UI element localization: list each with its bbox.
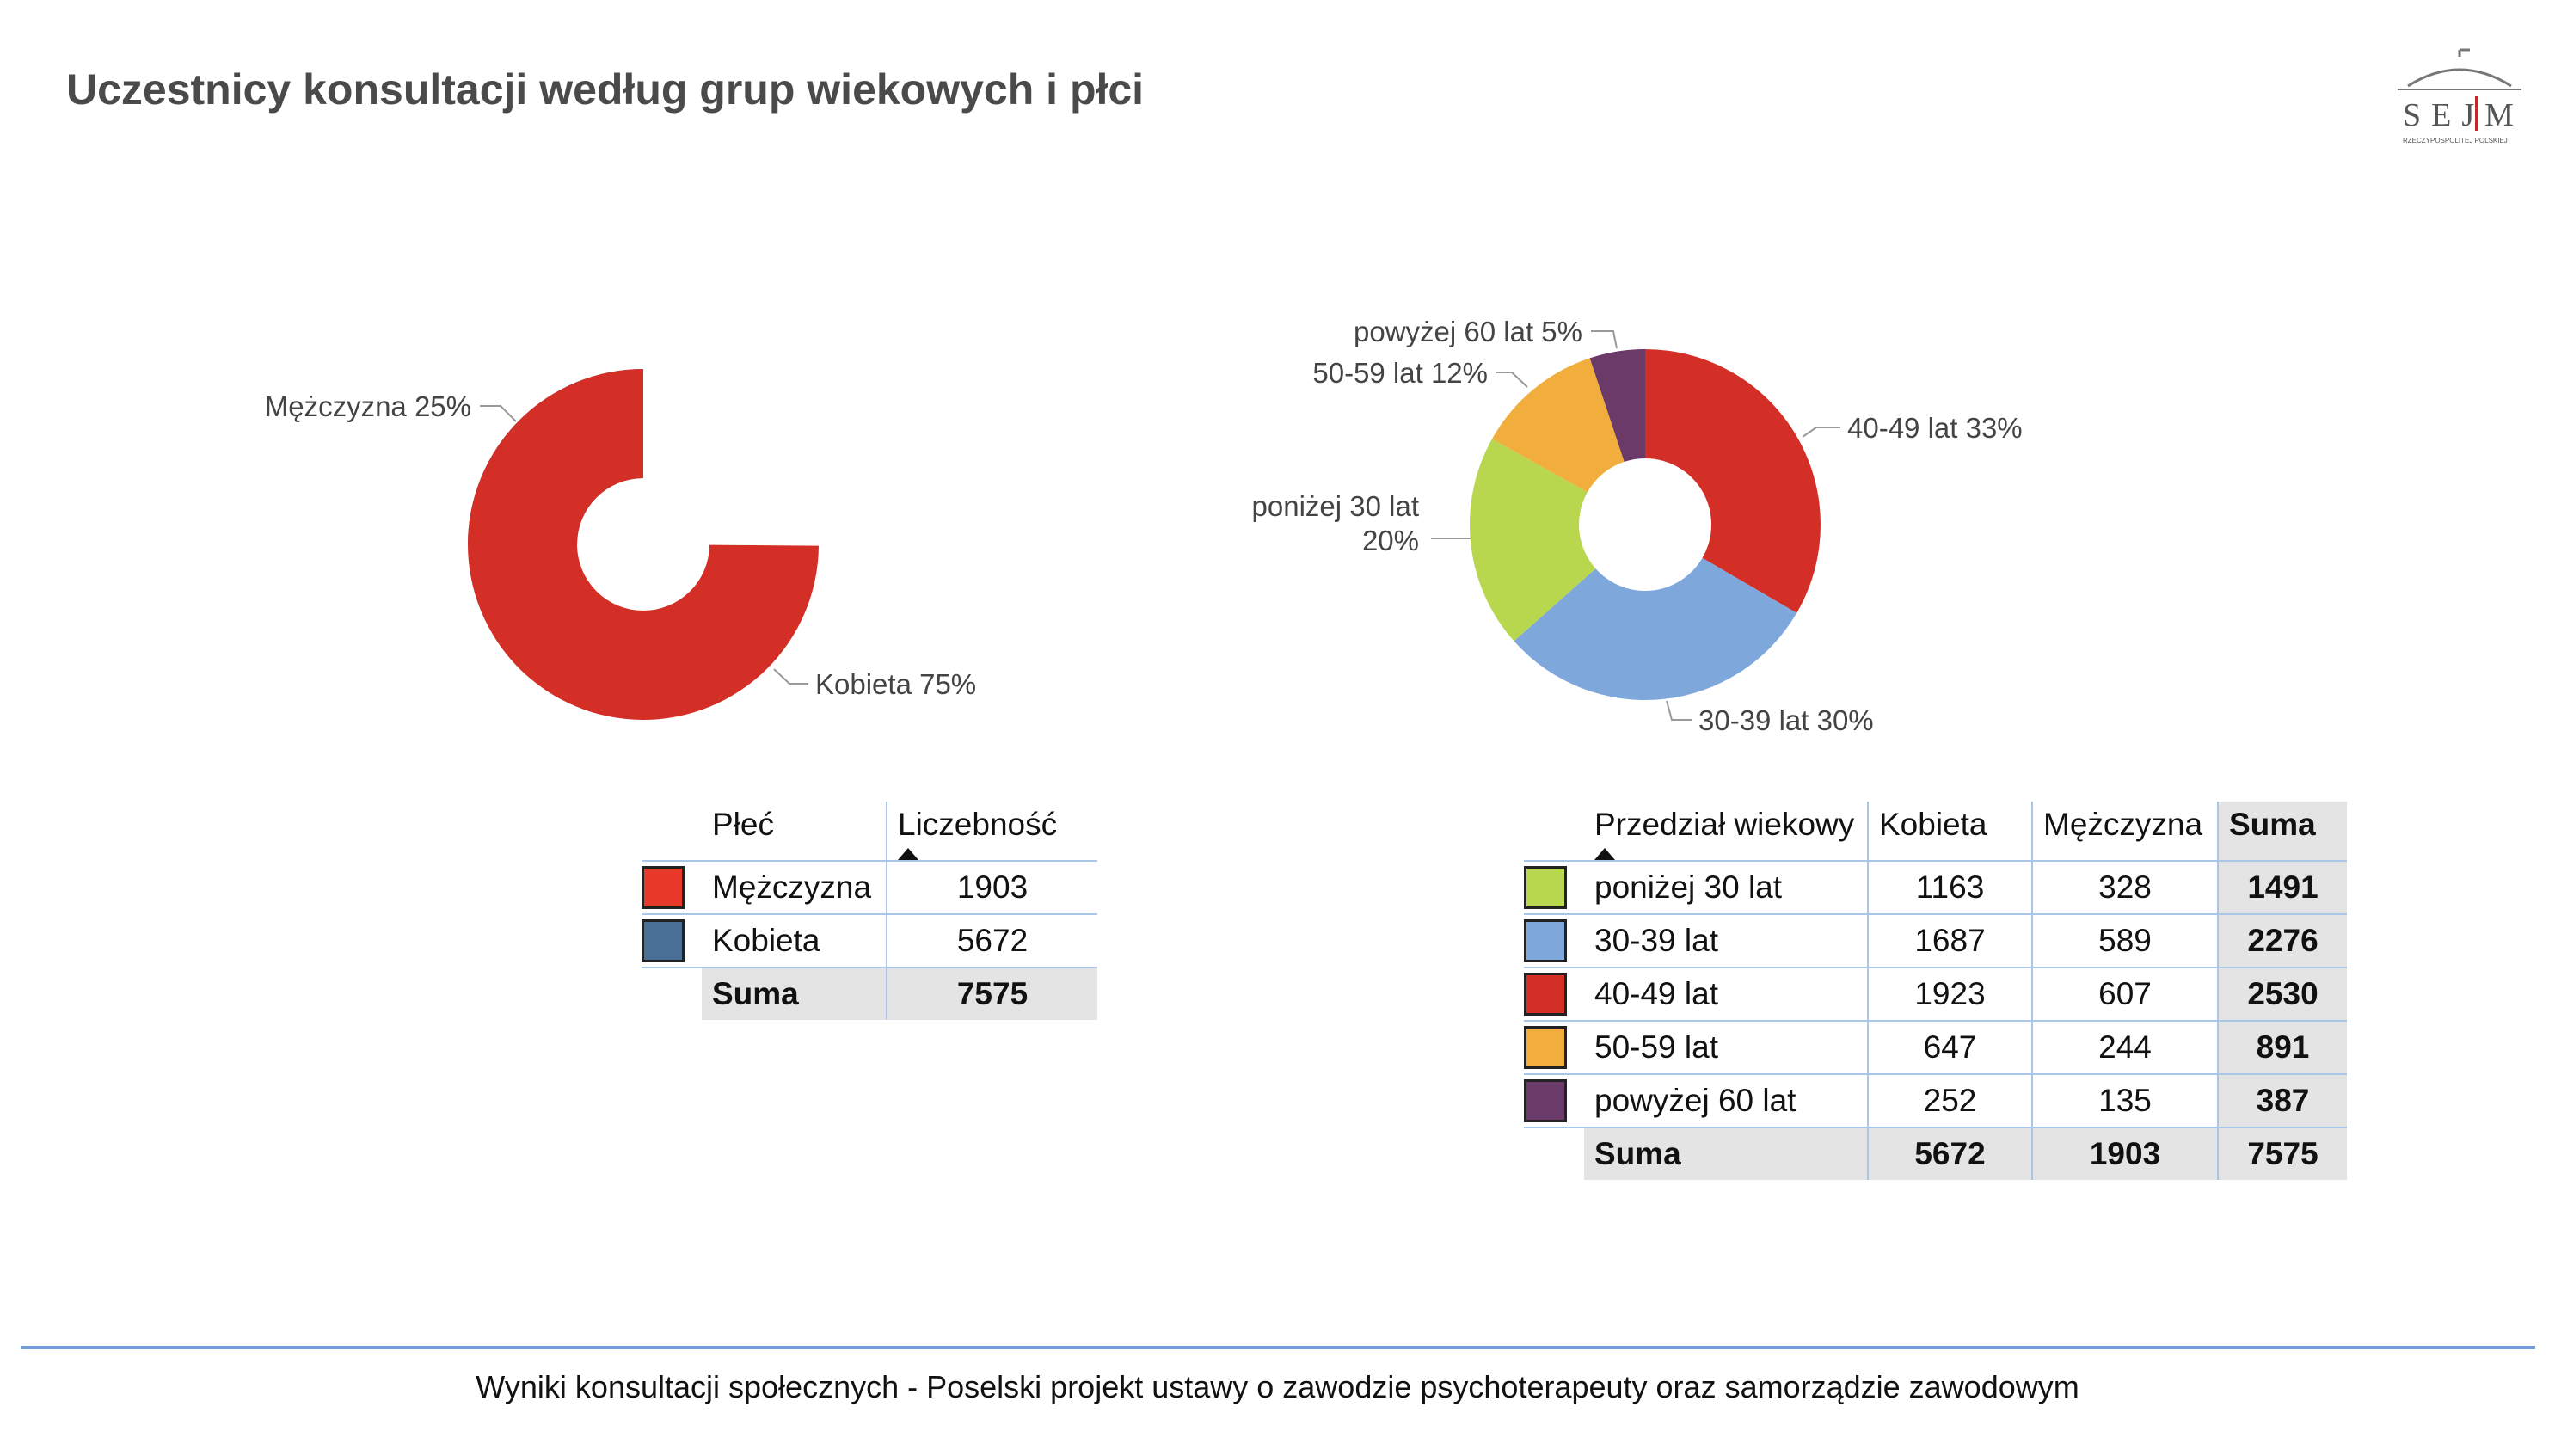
slice-label: 30-39 lat 30%	[1698, 704, 1874, 736]
table-row[interactable]: 50-59 lat 647 244 891	[1524, 1020, 2347, 1074]
gender-header-plec[interactable]: Płeć	[712, 807, 774, 842]
logo-dome	[2407, 68, 2512, 88]
slice-label: poniżej 30 lat	[1252, 490, 1419, 522]
legend-swatch	[642, 866, 685, 909]
table-cell-kobieta: 1923	[1867, 967, 2032, 1021]
table-cell-count: 1903	[886, 860, 1097, 914]
label-leader-line	[1496, 372, 1528, 388]
legend-swatch	[1524, 1079, 1567, 1122]
donut-slice-kobieta[interactable]	[468, 369, 819, 721]
table-cell-label: 50-59 lat	[1584, 1020, 1868, 1074]
label-leader-line	[773, 668, 808, 685]
legend-swatch	[1524, 919, 1567, 962]
label-leader-line	[1802, 427, 1840, 438]
slice-label: 40-49 lat 33%	[1847, 412, 2023, 444]
swatch-cell	[1524, 860, 1584, 914]
donut-slice-30-39-lat[interactable]	[1514, 557, 1797, 701]
legend-swatch	[1524, 1026, 1567, 1069]
legend-swatch	[642, 919, 685, 962]
table-cell-label: 40-49 lat	[1584, 967, 1868, 1021]
age-table: Przedział wiekowy Kobieta Mężczyzna Suma…	[1524, 802, 2347, 1180]
label-leader-line	[1591, 330, 1618, 349]
age-header-kobieta[interactable]: Kobieta	[1867, 802, 2032, 861]
swatch-cell	[1524, 913, 1584, 968]
label-leader-line	[480, 405, 517, 422]
gender-total-row: Suma 7575	[642, 967, 1097, 1020]
sort-ascending-icon	[898, 848, 918, 860]
slice-label: 20%	[1362, 525, 1419, 556]
table-cell-mezczyzna: 607	[2031, 967, 2218, 1021]
swatch-cell	[642, 860, 702, 914]
table-cell-suma: 2530	[2217, 967, 2347, 1021]
table-row[interactable]: 40-49 lat 1923 607 2530	[1524, 967, 2347, 1021]
age-total-row: Suma 5672 1903 7575	[1524, 1127, 2347, 1180]
donut-slice-poniżej-30-lat[interactable]	[1470, 439, 1596, 642]
slice-label: powyżej 60 lat 5%	[1354, 316, 1582, 347]
table-cell-mezczyzna: 244	[2031, 1020, 2218, 1074]
logo-subtext: RZECZYPOSPOLITEJ POLSKIEJ	[2403, 137, 2508, 144]
age-header-range[interactable]: Przedział wiekowy	[1584, 802, 1868, 861]
legend-swatch	[1524, 973, 1567, 1016]
table-row[interactable]: Mężczyzna 1903	[642, 860, 1097, 914]
table-cell-mezczyzna: 589	[2031, 913, 2218, 968]
table-row[interactable]: poniżej 30 lat 1163 328 1491	[1524, 860, 2347, 914]
donut-slice-50-59-lat[interactable]	[1492, 358, 1625, 493]
gender-header-count[interactable]: Liczebność	[886, 802, 1097, 861]
table-cell-count: 5672	[886, 913, 1097, 968]
legend-swatch	[1524, 866, 1567, 909]
table-cell-suma: 2276	[2217, 913, 2347, 968]
age-header-mezczyzna[interactable]: Mężczyzna	[2031, 802, 2218, 861]
page-title: Uczestnicy konsultacji według grup wieko…	[66, 65, 1145, 114]
table-cell-mezczyzna: 135	[2031, 1073, 2218, 1127]
table-cell-label: poniżej 30 lat	[1584, 860, 1868, 914]
swatch-cell	[1524, 1020, 1584, 1074]
footer-divider	[21, 1346, 2535, 1349]
table-cell-kobieta: 252	[1867, 1073, 2032, 1127]
slice-label: 50-59 lat 12%	[1312, 357, 1488, 389]
table-row[interactable]: powyżej 60 lat 252 135 387	[1524, 1073, 2347, 1127]
donut-slice-powyżej-60-lat[interactable]	[1589, 349, 1645, 462]
sejm-logo: SEJM RZECZYPOSPOLITEJ POLSKIEJ	[2398, 48, 2524, 144]
table-cell-label: 30-39 lat	[1584, 913, 1868, 968]
table-cell-suma: 387	[2217, 1073, 2347, 1127]
label-leader-line	[1666, 700, 1692, 721]
swatch-cell	[1524, 967, 1584, 1021]
logo-text: SEJM	[2403, 97, 2524, 133]
table-cell-kobieta: 1687	[1867, 913, 2032, 968]
slice-label: Mężczyzna 25%	[265, 390, 471, 422]
gender-table: Płeć Liczebność Mężczyzna 1903 Kobieta 5672…	[642, 802, 1097, 1020]
swatch-cell	[1524, 1073, 1584, 1127]
table-row[interactable]: Kobieta 5672	[642, 913, 1097, 968]
table-cell-suma: 1491	[2217, 860, 2347, 914]
donut-slice-40-49-lat[interactable]	[1645, 348, 1821, 613]
table-cell-label: powyżej 60 lat	[1584, 1073, 1868, 1127]
age-header-suma[interactable]: Suma	[2217, 802, 2347, 861]
table-row[interactable]: 30-39 lat 1687 589 2276	[1524, 913, 2347, 968]
table-cell-label: Mężczyzna	[702, 860, 887, 914]
slice-label: Kobieta 75%	[815, 668, 976, 700]
table-cell-kobieta: 647	[1867, 1020, 2032, 1074]
table-cell-mezczyzna: 328	[2031, 860, 2218, 914]
table-cell-suma: 891	[2217, 1020, 2347, 1074]
table-cell-label: Kobieta	[702, 913, 887, 968]
sort-ascending-icon	[1594, 848, 1615, 860]
footer-text: Wyniki konsultacji społecznych - Poselsk…	[476, 1369, 2079, 1404]
swatch-cell	[642, 913, 702, 968]
table-cell-kobieta: 1163	[1867, 860, 2032, 914]
